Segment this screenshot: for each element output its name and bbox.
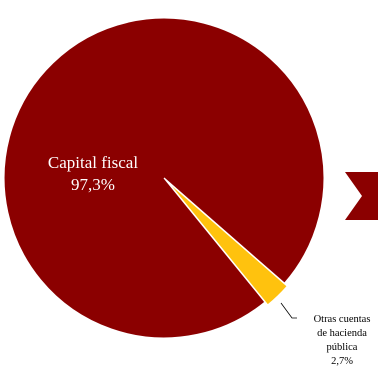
leader-line [280,302,297,319]
pie-slice-capital-fiscal [3,17,325,339]
slice-value-capital-fiscal: 97,3% [71,175,115,194]
slice-label-otras-line-3: pública [327,342,358,353]
slice-value-otras: 2,7% [331,356,353,367]
slice-label-otras-line-1: Otras cuentas [314,314,371,325]
chevron-right-icon [345,172,378,220]
pie-slices [3,17,325,339]
pie-slice-otras-cuentas [166,180,289,306]
slice-label-otras-line-2: de hacienda [317,328,367,339]
slice-label-capital-fiscal: Capital fiscal [48,153,138,172]
